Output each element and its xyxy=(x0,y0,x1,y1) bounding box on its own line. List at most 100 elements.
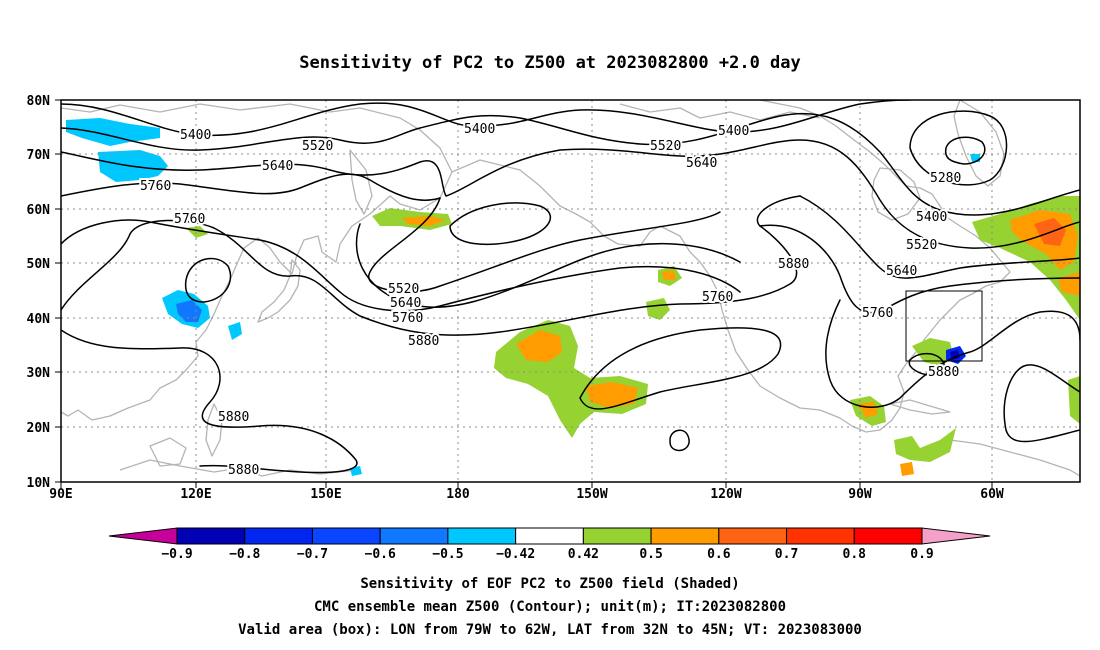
contour-5880-atlantic xyxy=(825,299,1080,408)
colorbar-label: 0.9 xyxy=(910,547,933,562)
colorbar-label: −0.9 xyxy=(161,547,192,562)
colorbar: −0.9 −0.8 −0.7 −0.6 −0.5 −0.42 0.42 0.5 0.6 0.7 0.… xyxy=(108,527,991,562)
contour-low-greenland-outer xyxy=(909,110,1008,186)
colorbar-box xyxy=(447,527,517,545)
contour-label: 5640 xyxy=(262,159,293,174)
lon-tick-label: 90W xyxy=(848,487,872,502)
contour-label: 5760 xyxy=(702,290,733,305)
coastline-alaska xyxy=(451,100,1011,433)
longitude-labels: 90E 120E 150E 180 150W 120W 90W 60W xyxy=(49,487,1004,502)
latitude-labels: 80N 70N 60N 50N 40N 30N 20N 10N xyxy=(27,94,51,491)
contour-label: 5880 xyxy=(228,463,259,478)
contour-label: 5400 xyxy=(180,128,211,143)
colorbar-box xyxy=(582,527,652,545)
coastline-greenland xyxy=(953,100,1005,187)
colorbar-box xyxy=(650,527,720,545)
contour-5880 xyxy=(61,195,801,336)
contour-5880-caribbean xyxy=(908,352,946,377)
shade-negative xyxy=(350,466,362,476)
contour-5520 xyxy=(61,112,1080,216)
lon-tick-label: 150E xyxy=(310,487,341,502)
shade-negative xyxy=(228,322,242,340)
lat-tick-label: 10N xyxy=(27,476,51,491)
shade-positive xyxy=(912,338,954,366)
colorbar-box xyxy=(853,527,923,545)
colorbar-label: −0.42 xyxy=(496,547,535,562)
shade-positive xyxy=(1068,376,1080,424)
contour-label: 5640 xyxy=(390,296,421,311)
contour-low-siberia xyxy=(184,257,232,303)
contour-label: 5400 xyxy=(916,210,947,225)
contour-label: 5520 xyxy=(650,139,681,154)
map-frame xyxy=(60,99,1081,483)
colorbar-box xyxy=(515,527,584,545)
coastline-borneo xyxy=(149,437,187,467)
colorbar-box xyxy=(244,527,313,545)
caption-line-3: Valid area (box): LON from 79W to 62W, L… xyxy=(238,622,862,638)
z500-contours xyxy=(61,100,1080,474)
lat-tick-label: 30N xyxy=(27,366,51,381)
contour-label: 5880 xyxy=(928,365,959,380)
contour-label: 5880 xyxy=(408,334,439,349)
contour-label: 5760 xyxy=(140,179,171,194)
coastline-philippines xyxy=(205,403,223,457)
colorbar-label: 0.42 xyxy=(568,547,599,562)
coastlines xyxy=(61,100,1080,477)
coastline-arctic-islands xyxy=(619,103,821,121)
lon-tick-label: 120W xyxy=(710,487,741,502)
coastline-cuba xyxy=(889,399,951,415)
colorbar-arrow-left xyxy=(108,527,178,545)
colorbar-label: −0.8 xyxy=(229,547,260,562)
figure-title: Sensitivity of PC2 to Z500 at 2023082800… xyxy=(299,53,801,73)
colorbar-arrow-right xyxy=(921,527,991,545)
contour-5760-low xyxy=(61,219,741,312)
contour-5760 xyxy=(61,173,441,201)
lon-tick-label: 180 xyxy=(446,487,470,502)
lat-tick-label: 60N xyxy=(27,203,51,218)
shade-positive-strong xyxy=(516,330,562,362)
caption-line-1: Sensitivity of EOF PC2 to Z500 field (Sh… xyxy=(360,576,739,592)
tick-marks xyxy=(55,99,993,488)
contour-5640-low xyxy=(355,223,741,308)
contour-label: 5760 xyxy=(174,212,205,227)
shade-positive-strong xyxy=(900,462,914,476)
colorbar-label: 0.6 xyxy=(707,547,731,562)
contour-low-greenland xyxy=(944,136,986,165)
contour-label: 5520 xyxy=(906,238,937,253)
colorbar-label: −0.5 xyxy=(432,547,463,562)
contour-5880-atlantic-south xyxy=(1003,364,1080,443)
contour-5640 xyxy=(61,139,1080,249)
colorbar-box xyxy=(786,527,855,545)
colorbar-label: 0.7 xyxy=(775,547,798,562)
contour-5880-east xyxy=(759,224,1080,314)
lon-tick-label: 120E xyxy=(180,487,211,502)
lat-tick-label: 20N xyxy=(27,421,51,436)
contour-label: 5400 xyxy=(464,122,495,137)
shade-positive-strong xyxy=(662,270,676,280)
contour-label: 5280 xyxy=(930,171,961,186)
colorbar-label: −0.6 xyxy=(365,547,396,562)
lat-tick-label: 40N xyxy=(27,312,51,327)
contour-labels: 5400 5520 5640 5760 5400 5520 5640 5400 … xyxy=(138,120,963,480)
caption-line-2: CMC ensemble mean Z500 (Contour); unit(m… xyxy=(314,599,786,615)
colorbar-label: −0.7 xyxy=(297,547,328,562)
caption: Sensitivity of EOF PC2 to Z500 field (Sh… xyxy=(238,576,862,638)
contour-label: 5400 xyxy=(718,124,749,139)
lon-tick-label: 150W xyxy=(576,487,607,502)
shade-positive xyxy=(646,298,670,320)
lat-tick-label: 50N xyxy=(27,257,51,272)
colorbar-label: 0.5 xyxy=(639,547,662,562)
shade-negative xyxy=(66,118,160,146)
coastline-asia xyxy=(61,103,453,421)
colorbar-box xyxy=(311,527,381,545)
coastline-japan xyxy=(257,259,301,323)
lat-tick-label: 70N xyxy=(27,148,51,163)
contour-label: 5760 xyxy=(392,311,423,326)
contour-label: 5760 xyxy=(862,306,893,321)
contour-label: 5520 xyxy=(388,282,419,297)
contour-label: 5520 xyxy=(302,139,333,154)
contour-high-pacific xyxy=(579,327,782,410)
contour-5760-east xyxy=(799,195,1080,279)
valid-area-box xyxy=(905,290,983,362)
